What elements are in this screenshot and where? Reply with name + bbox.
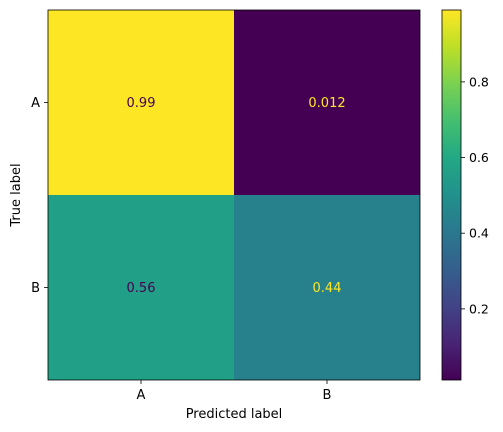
- colorbar-tick-label: 0.6: [469, 150, 489, 165]
- heatmap-cell: [234, 195, 420, 380]
- colorbar-tick-label: 0.4: [469, 226, 489, 241]
- heatmap-cell: [48, 10, 234, 195]
- heatmap-cell: [234, 10, 420, 195]
- x-tick-label: A: [137, 388, 146, 403]
- x-tick-label: B: [323, 388, 332, 403]
- x-axis-label: Predicted label: [186, 407, 283, 422]
- cell-value-label: 0.44: [313, 281, 342, 296]
- colorbar-tick-label: 0.8: [469, 74, 489, 89]
- cell-value-label: 0.99: [127, 96, 156, 111]
- cell-value-label: 0.012: [308, 96, 345, 111]
- colorbar-gradient: [441, 9, 462, 381]
- colorbar-tick-label: 0.2: [469, 301, 489, 316]
- y-axis-label: True label: [9, 163, 24, 227]
- heatmap-cells: [48, 10, 420, 380]
- axes: A B A B: [31, 9, 421, 403]
- heatmap-cell: [48, 195, 234, 380]
- heatmap-cell-labels: 0.99 0.012 0.56 0.44: [127, 96, 346, 296]
- y-tick-label: A: [31, 96, 40, 111]
- colorbar: 0.2 0.4 0.6 0.8: [441, 9, 489, 381]
- plot-frame: [47, 9, 421, 381]
- y-tick-label: B: [31, 281, 40, 296]
- cell-value-label: 0.56: [127, 281, 156, 296]
